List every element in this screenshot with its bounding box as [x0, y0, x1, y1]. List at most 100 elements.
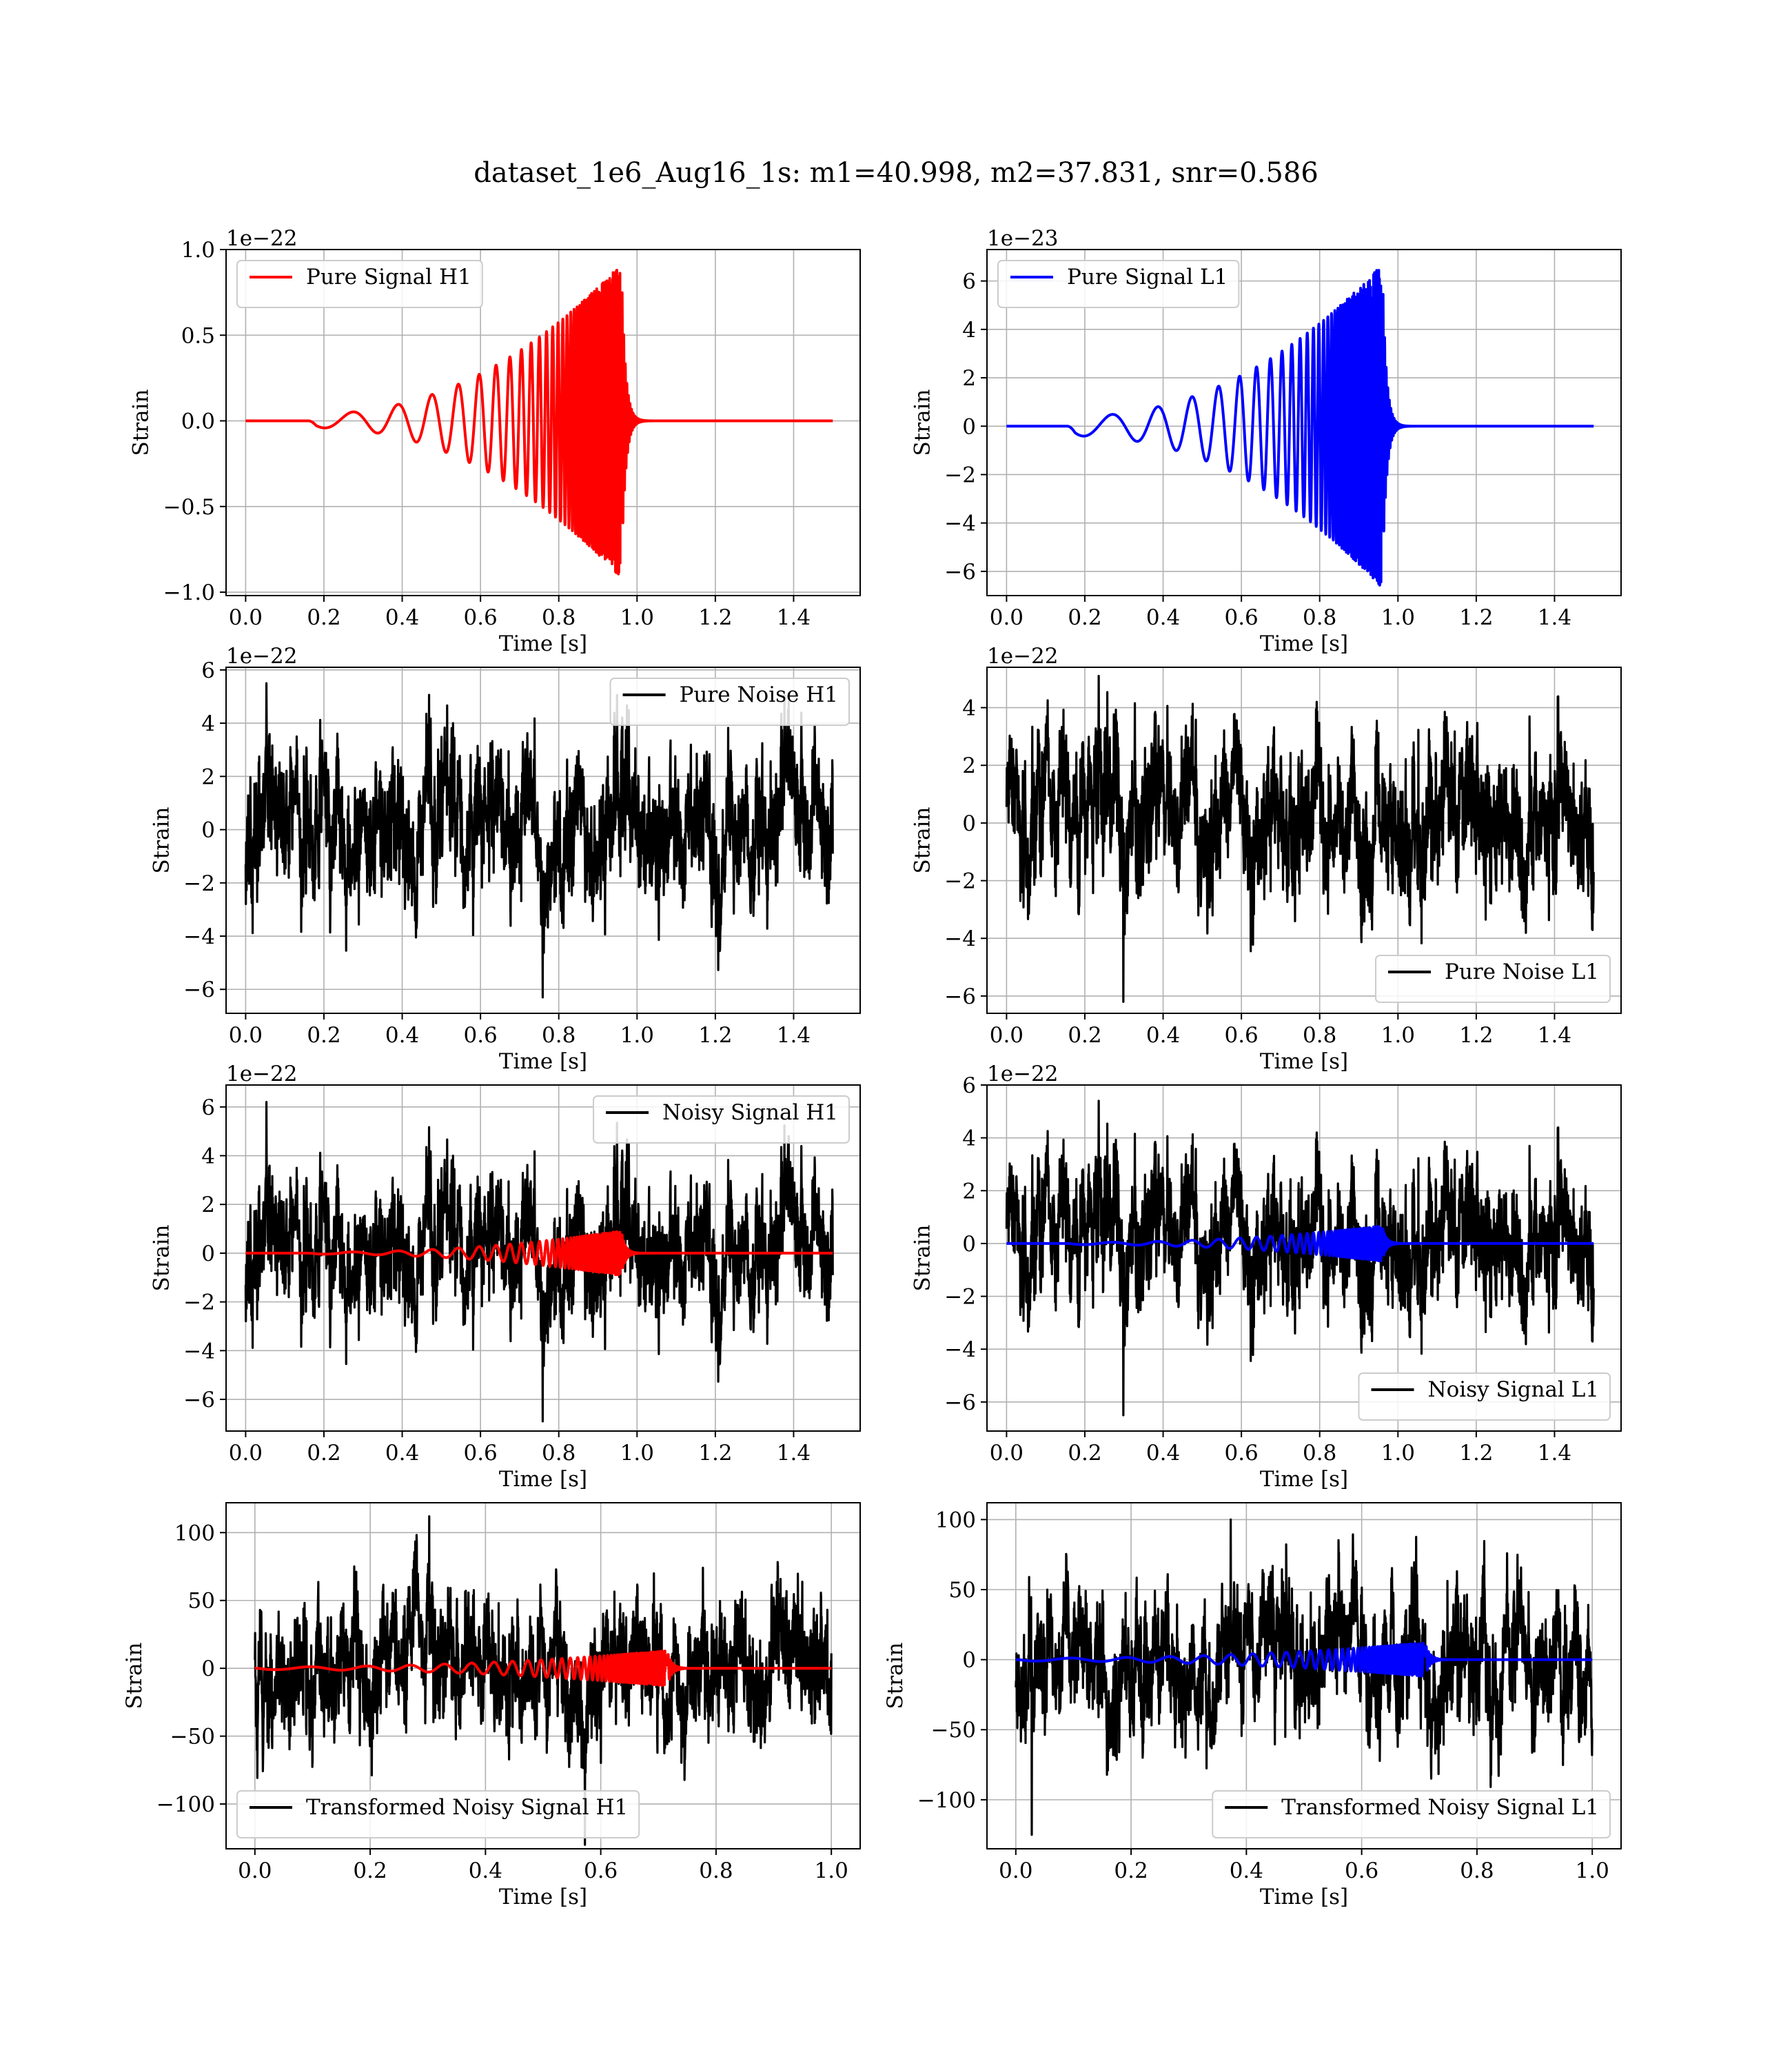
y-tick-label: −1.0: [163, 580, 215, 605]
legend: Pure Signal H1: [236, 260, 483, 308]
y-tick-label: 2: [201, 1193, 215, 1217]
x-tick-label: 0.2: [353, 1858, 387, 1883]
legend: Pure Noise H1: [609, 678, 850, 726]
x-tick-label: 0.0: [229, 1441, 263, 1466]
y-tick-label: −6: [944, 1390, 976, 1415]
y-tick-label: 0: [962, 414, 976, 439]
x-tick-label: 1.0: [1381, 605, 1415, 630]
y-offset-label: 1e−22: [226, 1062, 298, 1086]
x-tick-label: 0.6: [463, 1441, 497, 1466]
y-tick-label: 6: [201, 658, 215, 683]
y-tick-label: 50: [949, 1578, 976, 1603]
y-axis-label: Strain: [910, 1225, 935, 1292]
y-offset-label: 1e−22: [987, 644, 1059, 669]
legend-label: Transformed Noisy Signal L1: [1281, 1795, 1599, 1820]
y-axis-label: Strain: [149, 1225, 174, 1292]
y-tick-label: 100: [935, 1508, 976, 1532]
x-tick-label: 0.8: [542, 605, 576, 630]
series-line-1: [244, 682, 834, 999]
x-tick-label: 0.4: [469, 1858, 502, 1883]
y-tick-label: 4: [962, 1126, 976, 1151]
legend-box: [236, 1790, 640, 1838]
y-tick-label: 2: [201, 764, 215, 789]
legend: Transformed Noisy Signal H1: [236, 1790, 640, 1838]
y-tick-label: −50: [931, 1718, 976, 1743]
x-tick-label: 1.0: [1381, 1441, 1415, 1466]
subplot-5: 0.0 0.2 0.4 0.6 0.8 1.0 1.2 1.4 −6 −4 −2 0 2 4 6 Time […: [149, 1062, 861, 1492]
axes-frame: [225, 667, 861, 1014]
y-tick-label: −4: [944, 926, 976, 951]
x-tick-label: 1.4: [777, 1441, 811, 1466]
x-axis-label: Time [s]: [499, 631, 587, 656]
x-tick-label: 1.2: [698, 1441, 732, 1466]
y-axis-label: Strain: [129, 389, 154, 456]
axes-frame: [225, 249, 861, 596]
x-tick-label: 1.0: [1381, 1023, 1415, 1048]
x-tick-label: 0.2: [1068, 1023, 1101, 1048]
series-line-2: [244, 1230, 835, 1277]
x-tick-label: 0.6: [1224, 605, 1258, 630]
y-tick-label: −2: [183, 1290, 215, 1315]
x-axis-label: Time [s]: [1260, 1467, 1348, 1492]
y-tick-label: 4: [201, 711, 215, 736]
y-tick-label: 0: [962, 1232, 976, 1257]
y-tick-label: −4: [183, 1339, 215, 1364]
x-tick-label: 1.2: [1459, 1441, 1493, 1466]
x-tick-label: 0.2: [307, 1441, 340, 1466]
y-offset-label: 1e−23: [987, 226, 1059, 251]
y-tick-label: 0.0: [181, 409, 215, 434]
x-tick-label: 0.4: [1146, 1023, 1180, 1048]
y-tick-label: 0.5: [181, 323, 215, 348]
x-tick-label: 1.2: [1459, 1023, 1493, 1048]
series-line-1: [1005, 269, 1596, 587]
legend-label: Noisy Signal H1: [662, 1100, 838, 1125]
y-tick-label: −4: [944, 511, 976, 536]
legend-box: [1212, 1790, 1611, 1838]
legend-box: [1358, 1372, 1611, 1421]
y-tick-label: 0: [201, 1241, 215, 1266]
x-tick-label: 0.4: [1146, 605, 1180, 630]
series-line-2: [254, 1650, 833, 1687]
y-tick-label: −6: [183, 977, 215, 1002]
x-tick-label: 0.0: [999, 1858, 1032, 1883]
legend: Noisy Signal L1: [1358, 1372, 1611, 1421]
x-tick-label: 0.4: [385, 1023, 419, 1048]
legend-box: [593, 1095, 850, 1144]
y-tick-label: 4: [962, 318, 976, 343]
y-tick-label: −2: [944, 869, 976, 894]
x-tick-label: 0.2: [1114, 1858, 1148, 1883]
series-line-1: [1015, 1518, 1594, 1836]
subplot-4: 0.0 0.2 0.4 0.6 0.8 1.0 1.2 1.4 −6 −4 −2 0 2 4 Time [s…: [910, 644, 1622, 1074]
legend-box: [1375, 955, 1611, 1003]
x-axis-label: Time [s]: [1260, 631, 1348, 656]
x-tick-label: 0.0: [990, 1441, 1024, 1466]
series-line-2: [1015, 1641, 1594, 1678]
axes-frame: [986, 1084, 1622, 1432]
y-tick-label: 100: [174, 1521, 215, 1545]
subplot-2: 0.0 0.2 0.4 0.6 0.8 1.0 1.2 1.4 −6 −4 −2 0 2 4 6 Time […: [910, 226, 1622, 656]
x-tick-label: 1.0: [620, 605, 654, 630]
x-tick-label: 1.0: [1576, 1858, 1609, 1883]
axes-frame: [225, 1502, 861, 1849]
legend: Transformed Noisy Signal L1: [1212, 1790, 1611, 1838]
y-axis-label: Strain: [883, 1643, 908, 1710]
legend-label: Pure Signal L1: [1067, 265, 1228, 290]
legend-label: Transformed Noisy Signal H1: [306, 1795, 628, 1820]
x-tick-label: 0.6: [463, 605, 497, 630]
x-tick-label: 0.6: [1224, 1441, 1258, 1466]
subplot-7: 0.0 0.2 0.4 0.6 0.8 1.0 −100 −50 0 50 100 Time [s] S…: [122, 1502, 861, 1909]
y-tick-label: −4: [183, 924, 215, 949]
x-tick-label: 1.2: [698, 1023, 732, 1048]
axes-frame: [225, 1084, 861, 1432]
subplot-1: 0.0 0.2 0.4 0.6 0.8 1.0 1.2 1.4 −1.0 −0.5 0.0 0.5 1.…: [129, 226, 861, 656]
subplot-8: 0.0 0.2 0.4 0.6 0.8 1.0 −100 −50 0 50 100 Time [s] S…: [883, 1502, 1622, 1909]
x-tick-label: 0.6: [584, 1858, 618, 1883]
y-tick-label: 2: [962, 753, 976, 778]
x-tick-label: 0.0: [229, 1023, 263, 1048]
x-axis-label: Time [s]: [499, 1049, 587, 1074]
x-tick-label: 0.0: [990, 1023, 1024, 1048]
y-tick-label: −2: [183, 871, 215, 896]
y-tick-label: −100: [917, 1788, 976, 1813]
legend-label: Noisy Signal L1: [1428, 1377, 1600, 1402]
y-tick-label: 1.0: [181, 238, 215, 263]
